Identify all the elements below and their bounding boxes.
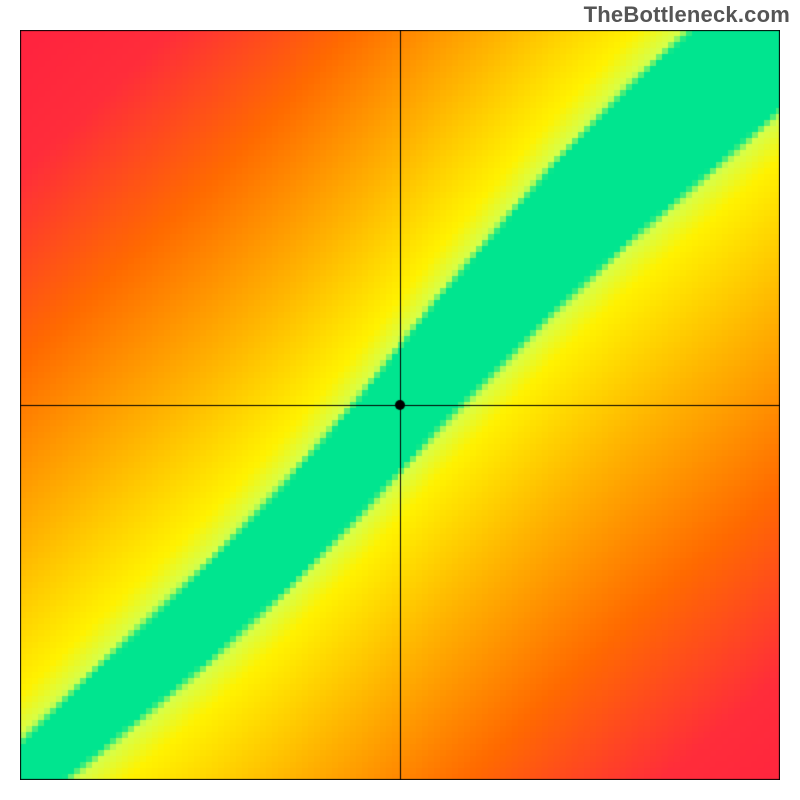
bottleneck-heatmap bbox=[20, 30, 780, 780]
watermark-label: TheBottleneck.com bbox=[584, 2, 790, 28]
